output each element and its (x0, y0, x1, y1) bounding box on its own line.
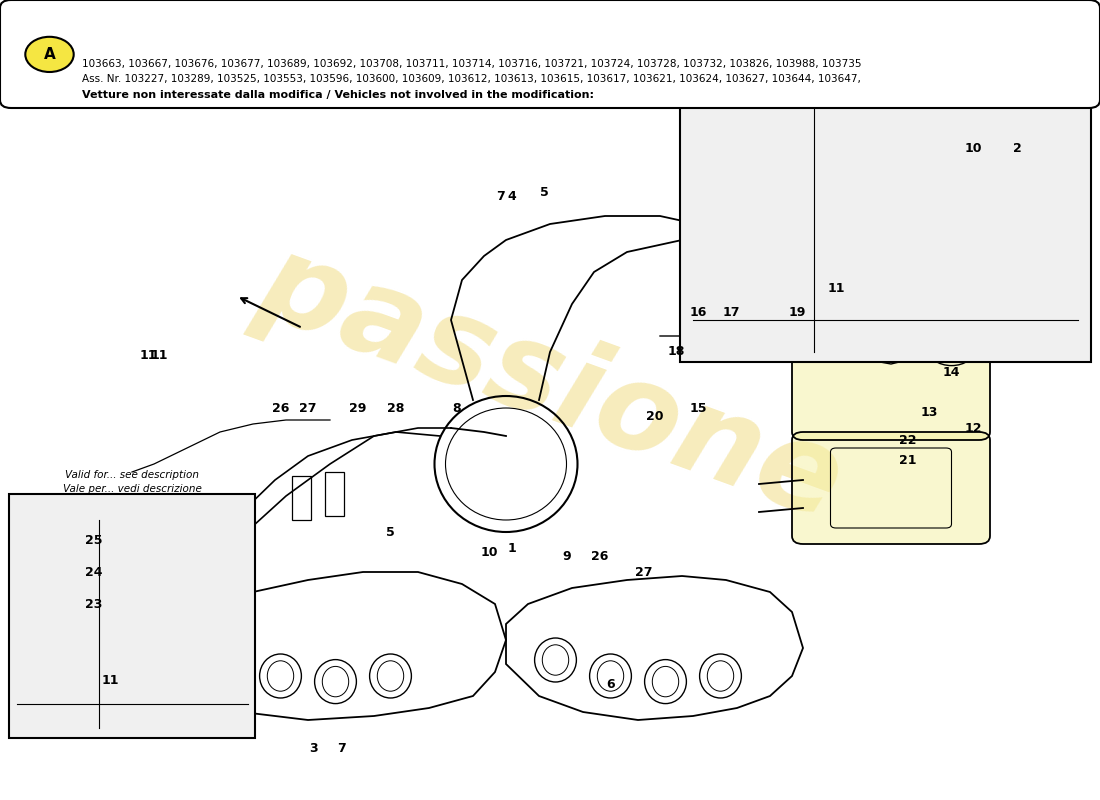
FancyBboxPatch shape (792, 432, 990, 544)
FancyBboxPatch shape (680, 54, 1091, 362)
Text: 22: 22 (899, 434, 916, 446)
Text: Ass. Nr. 103227, 103289, 103525, 103553, 103596, 103600, 103609, 103612, 103613,: Ass. Nr. 103227, 103289, 103525, 103553,… (82, 74, 861, 84)
Text: 28: 28 (387, 402, 405, 414)
Text: 11: 11 (827, 282, 845, 294)
Text: 103663, 103667, 103676, 103677, 103689, 103692, 103708, 103711, 103714, 103716, : 103663, 103667, 103676, 103677, 103689, … (82, 59, 862, 69)
Text: 17: 17 (723, 306, 740, 318)
Text: 25: 25 (85, 534, 102, 546)
Text: 23: 23 (85, 598, 102, 610)
Text: A: A (44, 47, 55, 62)
Text: 27: 27 (299, 402, 317, 414)
Bar (88, 498, 119, 512)
Text: 7: 7 (496, 190, 505, 202)
Text: 5: 5 (540, 186, 549, 198)
Text: 10: 10 (481, 546, 498, 558)
Text: 24: 24 (85, 566, 102, 578)
Text: 26: 26 (591, 550, 608, 562)
FancyBboxPatch shape (792, 344, 990, 440)
Text: 19: 19 (789, 306, 806, 318)
Bar (108, 600, 132, 612)
Text: Valid for... see description: Valid for... see description (65, 470, 199, 480)
Text: 21: 21 (899, 454, 916, 466)
Bar (292, 476, 311, 520)
Text: 10: 10 (965, 142, 982, 154)
Text: 11: 11 (140, 350, 157, 362)
Text: Valid for... see description: Valid for... see description (814, 20, 957, 30)
Bar (108, 542, 132, 554)
Text: 1: 1 (507, 542, 516, 554)
Bar (108, 572, 132, 584)
Text: Vale per... vedi descrizione: Vale per... vedi descrizione (63, 484, 201, 494)
Text: 3: 3 (309, 742, 318, 754)
Text: 11: 11 (151, 350, 168, 362)
Text: 7: 7 (337, 742, 345, 754)
Text: 5: 5 (386, 526, 395, 538)
Text: 6: 6 (606, 678, 615, 690)
Circle shape (25, 37, 74, 72)
Text: 18: 18 (668, 346, 685, 358)
Text: 20: 20 (646, 410, 663, 422)
Text: 26: 26 (272, 402, 289, 414)
Text: 8: 8 (452, 402, 461, 414)
Text: 12: 12 (965, 422, 982, 434)
Bar (324, 472, 344, 516)
FancyBboxPatch shape (9, 494, 255, 738)
Text: 29: 29 (349, 402, 366, 414)
Text: 14: 14 (943, 366, 960, 378)
Text: 16: 16 (690, 306, 707, 318)
Text: passione: passione (243, 225, 857, 543)
FancyBboxPatch shape (0, 0, 1100, 108)
Text: Vetture non interessate dalla modifica / Vehicles not involved in the modificati: Vetture non interessate dalla modifica /… (82, 90, 594, 100)
Text: 13: 13 (921, 406, 938, 418)
Text: 4: 4 (507, 190, 516, 202)
Text: 27: 27 (635, 566, 652, 578)
Text: 9: 9 (562, 550, 571, 562)
Text: 11: 11 (101, 674, 119, 686)
Text: Vale per... vedi descrizione: Vale per... vedi descrizione (811, 36, 960, 46)
Text: 2: 2 (1013, 142, 1022, 154)
Text: 15: 15 (690, 402, 707, 414)
